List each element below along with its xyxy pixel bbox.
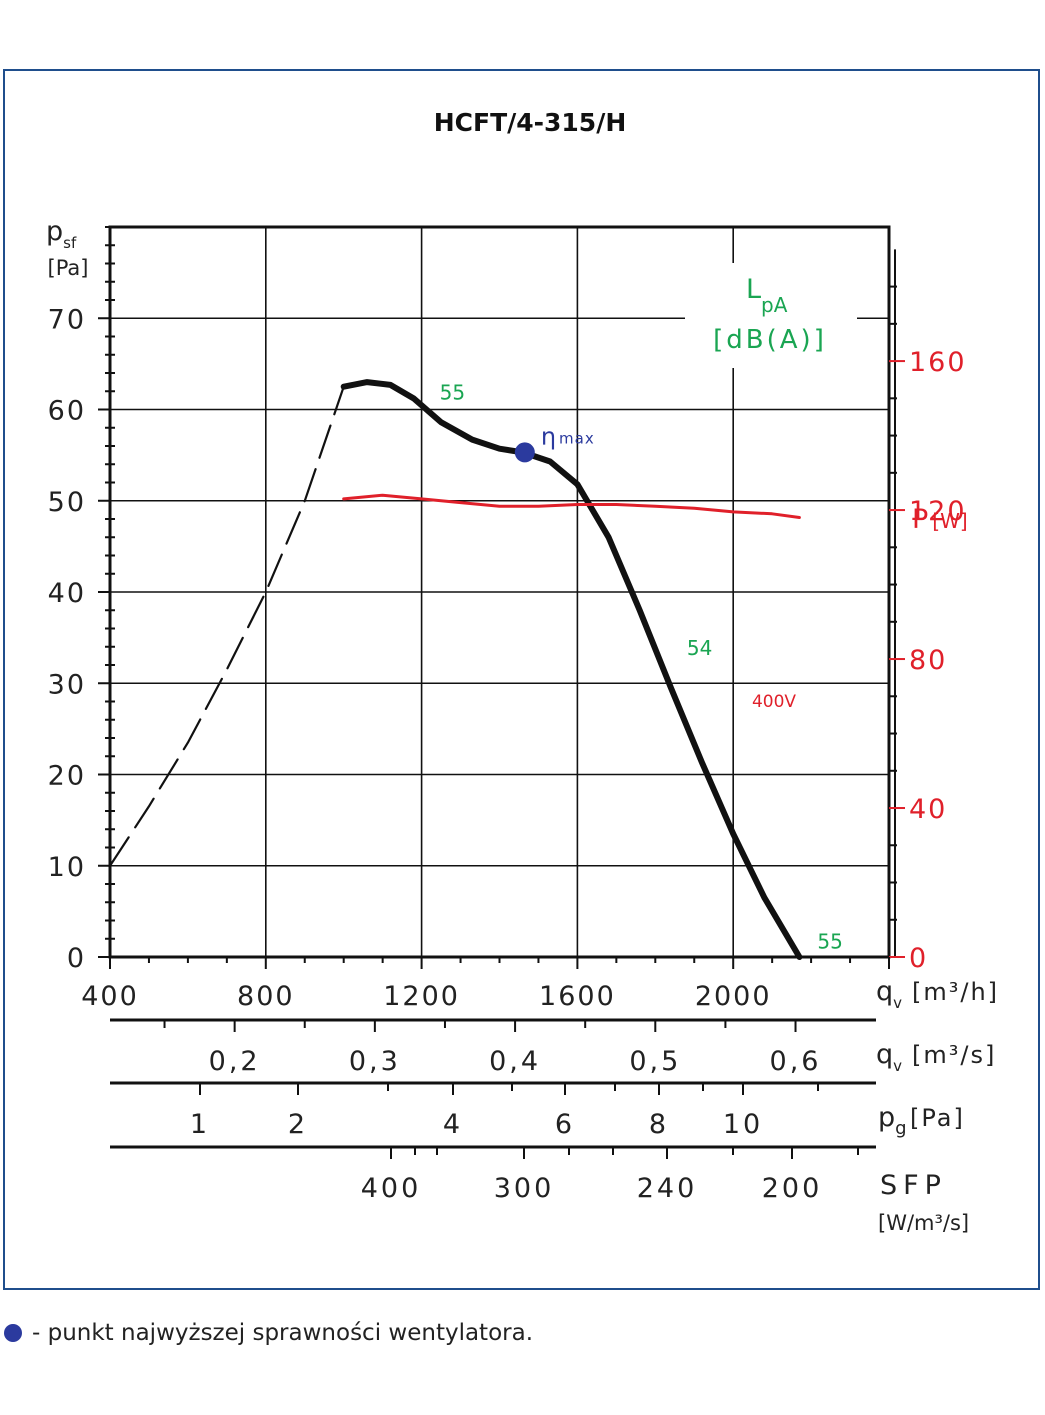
y-axis-label: psf <box>46 216 77 252</box>
series-pressure <box>340 379 803 960</box>
scale-tick-label: 400 <box>361 1173 422 1204</box>
y-tick-label: 30 <box>48 669 86 700</box>
sound-level-label: 55 <box>817 930 842 954</box>
y-tick-label: 50 <box>48 487 86 518</box>
chart-frame <box>3 69 1040 1290</box>
sound-level-label: 55 <box>440 380 465 404</box>
y-tick-label: 60 <box>48 396 86 427</box>
scale-tick-label: 0,3 <box>349 1046 401 1077</box>
sound-unit: [dB(A)] <box>713 325 827 355</box>
sfp-label: SFP <box>880 1170 947 1201</box>
y-tick-label: 10 <box>48 852 86 883</box>
y-axis-unit: [Pa] <box>48 256 89 280</box>
x-tick-label: 2000 <box>695 981 772 1012</box>
sound-level-label: 54 <box>687 636 712 660</box>
chart-title: HCFT/4-315/H <box>434 108 627 137</box>
legend: - punkt najwyższej sprawności wentylator… <box>4 1320 533 1346</box>
efficiency-point <box>514 442 535 463</box>
scale-tick-label: 0,4 <box>489 1046 541 1077</box>
efficiency-marker-icon <box>4 1324 22 1342</box>
scale-tick-label: 6 <box>555 1109 575 1140</box>
power-series-label: 400V <box>752 692 796 712</box>
sound-title-bg <box>685 263 857 368</box>
sfp-unit: [W/m³/s] <box>878 1211 969 1235</box>
y-tick-label: 40 <box>48 578 86 609</box>
scale-tick-label: 0,6 <box>770 1046 822 1077</box>
legend-text: - punkt najwyższej sprawności wentylator… <box>32 1320 534 1346</box>
p-axis-label: P [W] <box>912 504 968 535</box>
efficiency-label: η max <box>541 422 595 450</box>
series-pressure-unstable <box>108 385 345 867</box>
series-power <box>342 493 801 519</box>
scale-tick-label: 10 <box>723 1109 763 1140</box>
pg-label: pg <box>878 1102 907 1139</box>
scale-tick-label: 4 <box>443 1109 463 1140</box>
x-axis-unit: [m³/h] <box>912 978 999 1006</box>
y-tick-label: 70 <box>48 304 86 335</box>
scale-tick-label: 0,2 <box>209 1046 261 1077</box>
y-tick-label: 20 <box>48 761 86 792</box>
scale-tick-label: 240 <box>637 1173 698 1204</box>
scale-tick-label: 1 <box>190 1109 210 1140</box>
p-tick-label: 0 <box>909 943 928 974</box>
x-tick-label: 800 <box>237 981 295 1012</box>
scale-tick-label: 300 <box>494 1173 555 1204</box>
sound-title: LpA <box>746 274 788 317</box>
p-tick-label: 120 <box>909 496 967 527</box>
y-tick-label: 0 <box>67 943 86 974</box>
p-tick-label: 160 <box>909 347 967 378</box>
qv-m3s-unit: [m³/s] <box>912 1041 996 1069</box>
x-tick-label: 1200 <box>383 981 460 1012</box>
x-axis-label: qv <box>876 976 902 1012</box>
scale-tick-label: 2 <box>288 1109 308 1140</box>
pg-unit: [Pa] <box>910 1104 965 1132</box>
scale-tick-label: 8 <box>649 1109 669 1140</box>
x-tick-label: 400 <box>81 981 139 1012</box>
qv-m3s-label: qv <box>876 1039 902 1075</box>
scale-tick-label: 0,5 <box>629 1046 681 1077</box>
x-tick-label: 1600 <box>539 981 616 1012</box>
p-tick-label: 40 <box>909 794 947 825</box>
p-tick-label: 80 <box>909 645 947 676</box>
scale-tick-label: 200 <box>762 1173 823 1204</box>
